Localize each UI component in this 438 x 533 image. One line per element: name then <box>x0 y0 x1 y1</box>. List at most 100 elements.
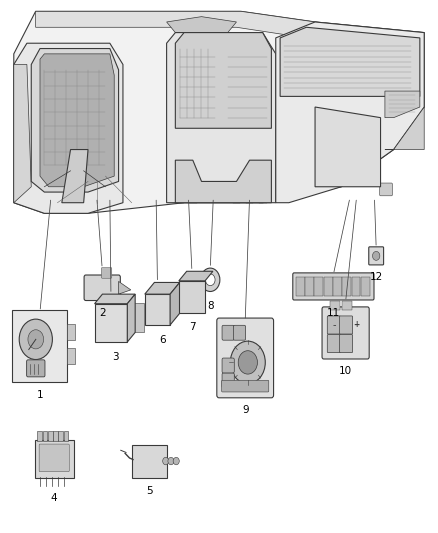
FancyBboxPatch shape <box>58 431 63 441</box>
Polygon shape <box>40 54 114 187</box>
Circle shape <box>90 157 104 174</box>
Polygon shape <box>166 17 237 33</box>
FancyBboxPatch shape <box>275 117 386 130</box>
Text: 2: 2 <box>99 308 106 318</box>
Text: 8: 8 <box>207 301 214 311</box>
Polygon shape <box>175 33 272 128</box>
Circle shape <box>184 120 201 142</box>
FancyBboxPatch shape <box>327 335 340 353</box>
Polygon shape <box>179 281 205 313</box>
FancyBboxPatch shape <box>12 310 67 382</box>
FancyBboxPatch shape <box>222 325 234 340</box>
Circle shape <box>201 268 220 292</box>
Circle shape <box>237 120 254 142</box>
Circle shape <box>28 330 44 349</box>
Polygon shape <box>31 49 119 192</box>
Polygon shape <box>14 43 123 213</box>
Text: 5: 5 <box>146 486 153 496</box>
Text: -: - <box>332 320 336 330</box>
Text: 10: 10 <box>339 367 352 376</box>
FancyBboxPatch shape <box>42 431 47 441</box>
FancyBboxPatch shape <box>132 445 166 478</box>
FancyBboxPatch shape <box>64 431 68 441</box>
FancyBboxPatch shape <box>212 51 269 110</box>
Circle shape <box>19 319 53 360</box>
Circle shape <box>150 299 166 318</box>
Circle shape <box>188 126 197 136</box>
FancyBboxPatch shape <box>369 247 384 265</box>
Circle shape <box>106 316 116 328</box>
Text: 9: 9 <box>242 405 248 415</box>
Circle shape <box>100 309 122 335</box>
FancyBboxPatch shape <box>322 307 369 359</box>
Polygon shape <box>170 282 180 325</box>
Polygon shape <box>280 27 420 96</box>
FancyBboxPatch shape <box>305 277 314 296</box>
Text: 11: 11 <box>327 308 340 318</box>
FancyBboxPatch shape <box>35 440 74 478</box>
Circle shape <box>241 126 250 136</box>
Circle shape <box>180 283 203 311</box>
Polygon shape <box>385 91 420 118</box>
FancyBboxPatch shape <box>352 277 360 296</box>
Circle shape <box>372 252 380 260</box>
Polygon shape <box>145 282 180 294</box>
Circle shape <box>154 303 162 313</box>
Circle shape <box>230 341 265 384</box>
Text: 12: 12 <box>370 272 383 282</box>
Circle shape <box>210 120 228 142</box>
Polygon shape <box>14 11 424 213</box>
Text: 3: 3 <box>112 352 119 361</box>
FancyBboxPatch shape <box>189 196 197 203</box>
Circle shape <box>186 290 198 304</box>
Polygon shape <box>179 271 213 281</box>
FancyBboxPatch shape <box>201 148 237 159</box>
FancyBboxPatch shape <box>222 358 234 373</box>
FancyBboxPatch shape <box>37 431 42 441</box>
Circle shape <box>215 126 223 136</box>
FancyBboxPatch shape <box>48 431 53 441</box>
Text: 1: 1 <box>37 390 43 400</box>
FancyBboxPatch shape <box>333 277 342 296</box>
Polygon shape <box>276 22 424 203</box>
Polygon shape <box>315 107 381 187</box>
FancyBboxPatch shape <box>330 301 339 310</box>
FancyBboxPatch shape <box>361 277 370 296</box>
FancyBboxPatch shape <box>134 303 144 333</box>
Polygon shape <box>385 107 424 150</box>
Circle shape <box>173 457 179 465</box>
Circle shape <box>205 274 215 286</box>
Polygon shape <box>95 304 127 342</box>
Circle shape <box>168 457 174 465</box>
FancyBboxPatch shape <box>342 301 352 310</box>
Polygon shape <box>119 281 131 294</box>
FancyBboxPatch shape <box>233 196 240 203</box>
FancyBboxPatch shape <box>324 277 332 296</box>
FancyBboxPatch shape <box>339 335 353 353</box>
Polygon shape <box>14 64 31 203</box>
FancyBboxPatch shape <box>335 149 365 163</box>
Circle shape <box>93 161 100 169</box>
FancyBboxPatch shape <box>53 431 58 441</box>
FancyBboxPatch shape <box>296 277 305 296</box>
FancyBboxPatch shape <box>101 268 112 278</box>
FancyBboxPatch shape <box>246 196 254 203</box>
FancyBboxPatch shape <box>217 318 274 398</box>
FancyBboxPatch shape <box>327 316 340 334</box>
Polygon shape <box>35 11 424 49</box>
FancyBboxPatch shape <box>67 348 75 364</box>
FancyBboxPatch shape <box>293 273 374 300</box>
Text: 7: 7 <box>189 322 195 332</box>
FancyBboxPatch shape <box>222 380 269 392</box>
FancyBboxPatch shape <box>259 196 267 203</box>
FancyBboxPatch shape <box>380 183 392 196</box>
Text: 6: 6 <box>159 335 166 344</box>
FancyBboxPatch shape <box>176 196 184 203</box>
Polygon shape <box>166 33 276 203</box>
Polygon shape <box>95 294 135 304</box>
Circle shape <box>162 457 169 465</box>
FancyBboxPatch shape <box>339 316 353 334</box>
FancyBboxPatch shape <box>39 444 69 472</box>
Text: 4: 4 <box>51 493 57 503</box>
Polygon shape <box>127 294 135 342</box>
